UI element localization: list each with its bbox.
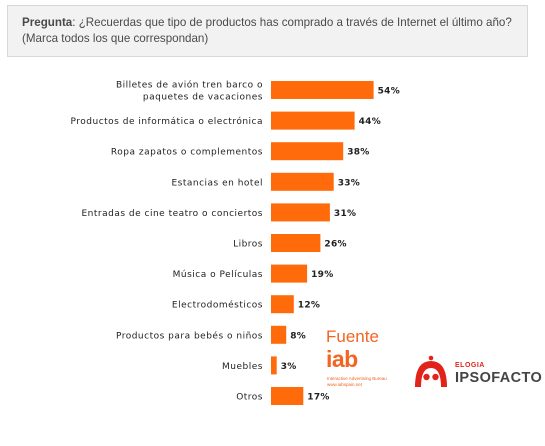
value-label: 26% [324, 240, 346, 250]
value-label: 31% [334, 209, 356, 219]
category-label: Electrodomésticos [172, 300, 263, 311]
question-prefix: Pregunta [22, 16, 73, 29]
question-text: : ¿Recuerdas que tipo de productos has c… [22, 16, 512, 45]
category-label-line: Música o Películas [173, 270, 263, 280]
category-label: Ropa zapatos o complementos [111, 148, 263, 158]
iab-wordmark: iab [326, 346, 358, 372]
category-label: Libros [233, 240, 263, 250]
elogia-face-icon [415, 355, 447, 387]
bar [271, 295, 294, 314]
elogia-logo: ELOGIA IPSOFACTO [411, 353, 542, 393]
bar [271, 234, 321, 252]
category-label-line: Ropa zapatos o complementos [111, 148, 263, 158]
category-label-line: Muebles [222, 362, 263, 372]
value-label: 44% [359, 117, 381, 127]
category-label-line: Productos de informática o electrónica [71, 116, 264, 127]
category-label: Otros [236, 393, 263, 403]
bar [271, 142, 344, 161]
category-label-line: Electrodomésticos [172, 300, 263, 311]
bar [271, 111, 355, 130]
category-label-line: Otros [236, 393, 263, 403]
category-label: Billetes de avión tren barco o paquetes d… [116, 80, 263, 103]
value-label: 33% [338, 178, 360, 188]
value-label: 17% [307, 393, 329, 403]
category-label-line: Productos para bebés o niños [116, 330, 263, 341]
iab-logo: Fuente iab Interactive Advertising Burea… [326, 327, 402, 389]
category-label-line: paquetes de vacaciones [143, 93, 263, 103]
category-label-line: Entradas de cine teatro o conciertos [82, 209, 264, 219]
elogia-brand-text: ELOGIA [455, 362, 485, 369]
question-box: Pregunta: ¿Recuerdas que tipo de product… [7, 5, 528, 57]
category-label: Productos de informática o electrónica [71, 116, 264, 127]
category-label-line: Estancias en hotel [171, 178, 263, 188]
category-label: Estancias en hotel [171, 178, 263, 188]
value-label: 38% [347, 148, 369, 158]
iab-fuente-text: Fuente [326, 327, 379, 346]
ipsofacto-brand-text: IPSOFACTO [455, 370, 543, 386]
category-label: Muebles [222, 362, 263, 372]
category-label-line: Billetes de avión tren barco o [116, 80, 263, 91]
value-label: 54% [378, 87, 400, 97]
bar [271, 172, 334, 191]
category-label-line: Libros [233, 240, 263, 250]
value-label: 19% [311, 270, 333, 280]
iab-subtitle: Interactive Advertising Bureau [327, 376, 387, 381]
value-label: 3% [281, 362, 297, 372]
iab-url: www.iabspain.net [327, 382, 363, 387]
category-label: Entradas de cine teatro o conciertos [82, 209, 264, 219]
bar [271, 81, 374, 99]
category-label: Productos para bebés o niños [116, 330, 263, 341]
bar [271, 203, 330, 222]
bar [271, 325, 287, 344]
value-label: 12% [298, 301, 320, 311]
bar [271, 387, 304, 405]
bar [271, 356, 277, 375]
value-label: 8% [290, 331, 306, 341]
bar [271, 264, 308, 283]
category-label: Música o Películas [173, 270, 263, 280]
